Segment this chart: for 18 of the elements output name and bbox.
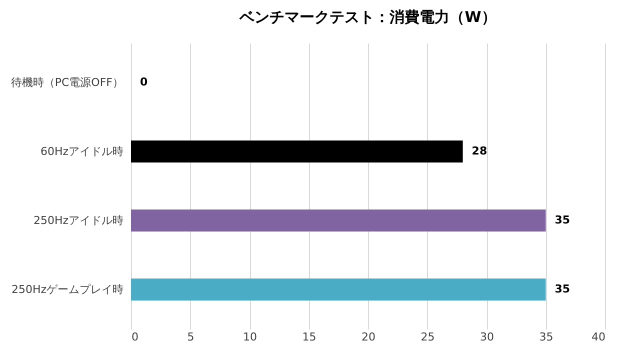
x-tick-label: 10: [243, 330, 257, 344]
data-label: 35: [554, 214, 570, 226]
x-tick-label: 0: [132, 330, 138, 344]
x-tick-label: 35: [539, 330, 554, 344]
y-tick-label: 待機時（PC電源OFF）: [10, 76, 124, 89]
data-label: 28: [472, 144, 488, 158]
x-tick-label: 30: [480, 330, 494, 344]
y-tick-label: 250Hzゲームプレイ時: [11, 283, 124, 296]
x-tick-label: 40: [592, 330, 606, 344]
data-label: 35: [554, 282, 570, 296]
x-tick-label: 25: [420, 330, 435, 344]
x-tick-label: 20: [362, 330, 376, 344]
y-tick-label: 60Hzアイドル時: [40, 145, 124, 158]
chart-title: ベンチマークテスト：消費電力（W）: [238, 8, 496, 26]
x-tick-label: 15: [302, 330, 316, 344]
data-label: 0: [140, 76, 148, 88]
y-tick-label: 250Hzアイドル時: [33, 214, 124, 227]
x-tick-label: 5: [187, 330, 194, 344]
